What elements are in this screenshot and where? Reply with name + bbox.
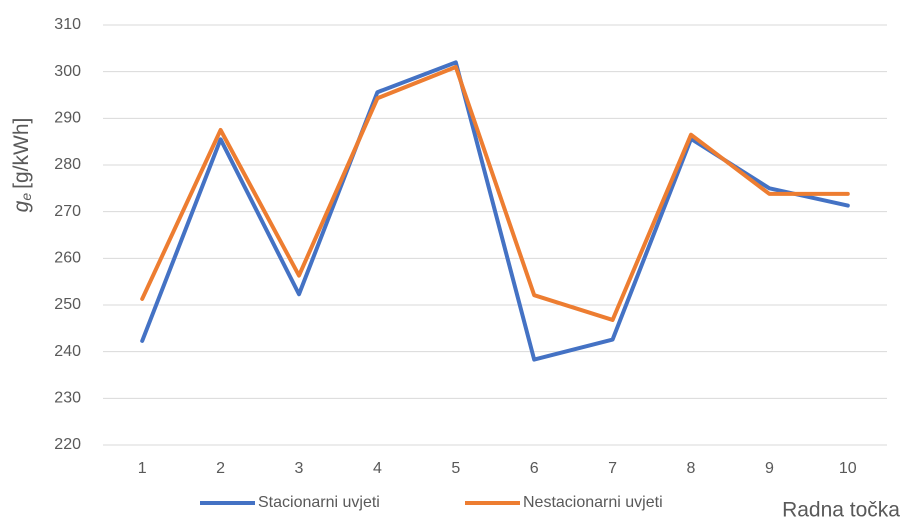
x-tick-label: 10: [839, 460, 857, 477]
y-label-unit: [g/kWh]: [10, 118, 33, 189]
x-tick-label: 4: [373, 460, 382, 477]
y-label-subscript: e: [18, 193, 34, 201]
legend-label: Nestacionarni uvjeti: [523, 494, 663, 511]
x-tick-label: 2: [216, 460, 225, 477]
y-tick-label: 240: [54, 343, 81, 360]
legend-label: Stacionarni uvjeti: [258, 494, 380, 511]
y-axis-label: ge [g/kWh]: [10, 118, 34, 213]
y-tick-label: 220: [54, 436, 81, 453]
x-tick-label: 6: [530, 460, 539, 477]
x-tick-label: 5: [451, 460, 460, 477]
y-tick-label: 250: [54, 296, 81, 313]
x-tick-label: 9: [765, 460, 774, 477]
data-line: [140, 65, 850, 322]
y-tick-label: 230: [54, 390, 81, 407]
y-tick-label: 280: [54, 156, 81, 173]
y-tick-label: 310: [54, 16, 81, 33]
y-tick-label: 290: [54, 110, 81, 127]
y-tick-label: 300: [54, 63, 81, 80]
x-axis-label: Radna točka: [782, 499, 900, 522]
x-tick-label: 7: [608, 460, 617, 477]
x-tick-label: 3: [295, 460, 304, 477]
y-tick-label: 260: [54, 250, 81, 267]
x-tick-label: 1: [138, 460, 147, 477]
data-line: [140, 60, 850, 362]
y-tick-label: 270: [54, 203, 81, 220]
x-tick-label: 8: [687, 460, 696, 477]
y-label-symbol: g: [10, 200, 33, 212]
